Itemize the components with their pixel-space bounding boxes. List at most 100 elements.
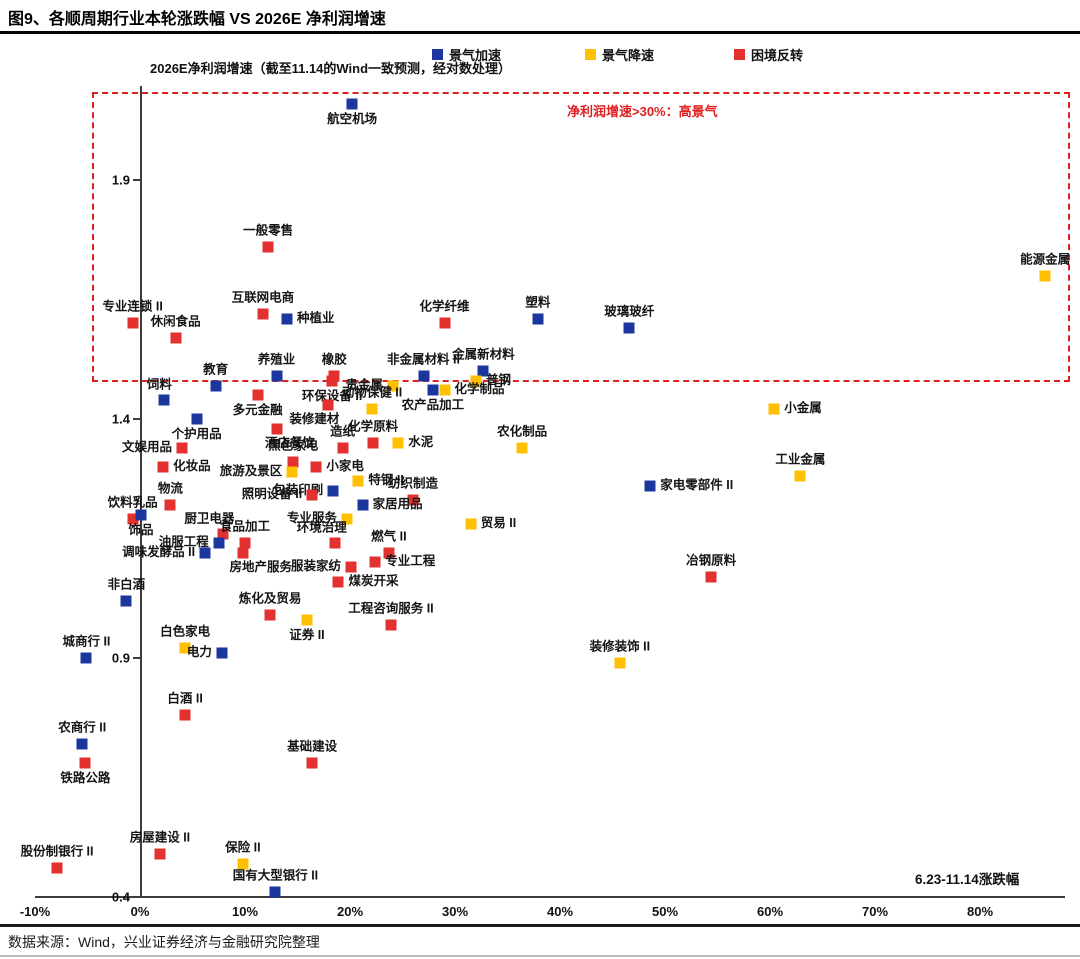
scatter-point bbox=[366, 403, 378, 415]
scatter-point bbox=[327, 485, 339, 497]
x-tick-label: 40% bbox=[546, 904, 574, 919]
scatter-point bbox=[614, 657, 626, 669]
scatter-point bbox=[239, 537, 251, 549]
point-label: 教育 bbox=[203, 361, 229, 376]
x-tick-label: 50% bbox=[651, 904, 679, 919]
scatter-point bbox=[306, 757, 318, 769]
scatter-point bbox=[271, 370, 282, 382]
point-label: 装修装饰 II bbox=[589, 639, 651, 654]
point-label: 家电零部件 II bbox=[660, 478, 734, 493]
point-label: 化学纤维 bbox=[419, 299, 470, 314]
point-label: 油服工程 bbox=[158, 535, 209, 550]
point-label: 多元金融 bbox=[232, 403, 283, 418]
scatter-point bbox=[357, 499, 369, 511]
scatter-point bbox=[1039, 270, 1051, 282]
scatter-point bbox=[326, 375, 338, 387]
scatter-point bbox=[135, 509, 147, 521]
point-label: 保险 II bbox=[225, 839, 261, 854]
bottom-divider bbox=[0, 955, 1080, 957]
point-label: 小金属 bbox=[784, 401, 822, 416]
scatter-point bbox=[252, 389, 264, 401]
scatter-point bbox=[51, 862, 63, 874]
point-label: 贵金属 bbox=[345, 377, 384, 392]
point-label: 橡胶 bbox=[321, 352, 347, 367]
point-label: 纺织制造 bbox=[387, 476, 439, 491]
point-label: 造纸 bbox=[330, 423, 356, 438]
legend-item-decelerate: 景气降速 bbox=[585, 45, 654, 64]
y-tick-mark bbox=[133, 657, 140, 659]
point-label: 农产品加工 bbox=[401, 398, 465, 413]
scatter-point bbox=[120, 595, 132, 607]
scatter-point bbox=[407, 494, 419, 506]
point-label: 黑色家电 bbox=[268, 438, 319, 453]
point-label: 环境治理 bbox=[296, 520, 347, 535]
scatter-point bbox=[170, 332, 182, 344]
scatter-point bbox=[213, 537, 225, 549]
x-tick-label: 70% bbox=[861, 904, 889, 919]
point-label: 文娱用品 bbox=[121, 439, 172, 454]
scatter-point bbox=[127, 513, 139, 525]
point-label: 饮料乳品 bbox=[107, 495, 158, 510]
point-label: 冶钢原料 bbox=[686, 552, 737, 567]
point-label: 房地产服务 bbox=[229, 559, 293, 574]
point-label: 白酒 II bbox=[167, 691, 203, 706]
x-tick-label: 10% bbox=[231, 904, 259, 919]
scatter-point bbox=[269, 886, 281, 898]
scatter-point bbox=[281, 313, 293, 325]
point-label: 饰品 bbox=[128, 522, 154, 537]
point-label: 小家电 bbox=[326, 458, 364, 473]
point-label: 照明设备 II bbox=[241, 487, 303, 502]
point-label: 休闲食品 bbox=[150, 313, 201, 328]
point-label: 塑料 bbox=[525, 294, 551, 309]
point-label: 电力 bbox=[186, 645, 212, 660]
footer-divider bbox=[0, 924, 1080, 927]
point-label: 化学原料 bbox=[348, 419, 399, 434]
high-boom-annotation: 净利润增速>30%：高景气 bbox=[567, 104, 718, 119]
point-label: 工业金属 bbox=[775, 452, 826, 467]
point-label: 互联网电商 bbox=[231, 290, 295, 305]
scatter-point bbox=[257, 308, 269, 320]
scatter-point bbox=[310, 461, 322, 473]
point-label: 非金属材料 II bbox=[387, 352, 460, 367]
scatter-point bbox=[532, 313, 544, 325]
scatter-point bbox=[210, 380, 222, 392]
point-label: 农商行 II bbox=[58, 720, 107, 735]
y-tick-mark bbox=[133, 896, 140, 898]
scatter-point bbox=[179, 709, 191, 721]
y-tick-label: 0.9 bbox=[111, 650, 130, 666]
point-label: 农化制品 bbox=[497, 423, 548, 438]
scatter-point bbox=[164, 499, 176, 511]
point-label: 铁路公路 bbox=[60, 771, 111, 786]
point-label: 食品加工 bbox=[219, 519, 271, 534]
scatter-point bbox=[369, 556, 381, 568]
point-label: 普钢 bbox=[486, 372, 512, 387]
point-label: 能源金属 bbox=[1020, 251, 1071, 266]
point-label: 燃气 II bbox=[371, 529, 407, 544]
scatter-point bbox=[705, 571, 717, 583]
point-label: 种植业 bbox=[297, 310, 335, 325]
scatter-point bbox=[768, 403, 780, 415]
y-axis-title: 2026E净利润增速（截至11.14的Wind一致预测，经对数处理） bbox=[150, 61, 512, 76]
scatter-point bbox=[76, 738, 88, 750]
point-label: 专业连锁 II bbox=[102, 299, 163, 314]
point-label: 个护用品 bbox=[171, 427, 222, 441]
scatter-point bbox=[287, 456, 299, 468]
legend-label: 困境反转 bbox=[751, 48, 804, 63]
legend-label: 景气加速 bbox=[449, 48, 502, 63]
scatter-point bbox=[237, 547, 249, 559]
point-label: 家居用品 bbox=[372, 497, 423, 512]
scatter-point bbox=[367, 437, 379, 449]
scatter-point bbox=[217, 528, 229, 540]
scatter-point bbox=[262, 241, 274, 253]
scatter-point bbox=[392, 437, 404, 449]
x-tick-label: 30% bbox=[441, 904, 469, 919]
point-label: 物流 bbox=[157, 481, 183, 496]
point-label: 工程咨询服务 II bbox=[348, 600, 434, 615]
point-label: 金属新材料 bbox=[452, 347, 515, 362]
y-tick-label: 0.4 bbox=[111, 889, 130, 905]
point-label: 房屋建设 II bbox=[129, 830, 191, 845]
scatter-point bbox=[427, 384, 439, 396]
point-label: 基础建设 bbox=[287, 739, 338, 754]
point-label: 饲料 bbox=[146, 377, 172, 392]
